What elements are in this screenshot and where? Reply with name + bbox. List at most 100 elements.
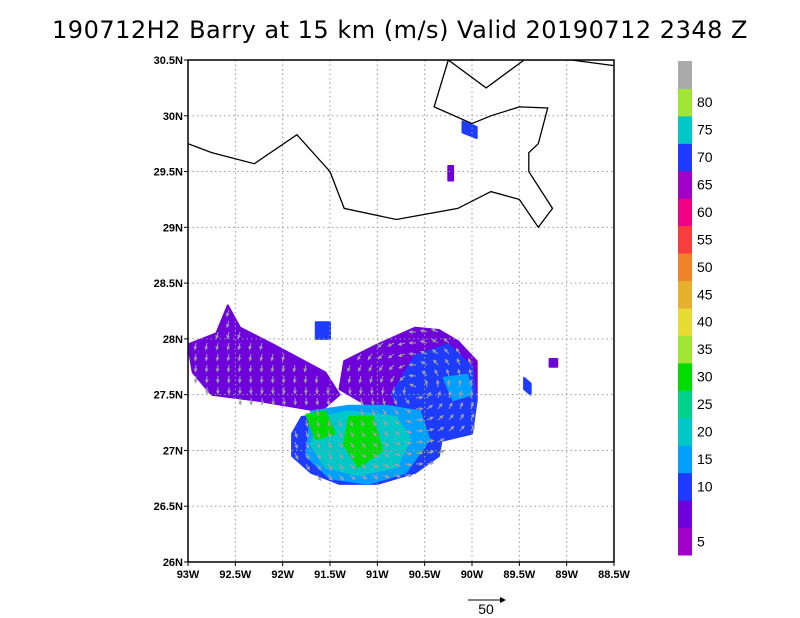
wind-vector: [437, 438, 445, 443]
wind-vector: [204, 364, 209, 373]
wind-vector: [292, 364, 297, 373]
x-tick-label: 91W: [366, 569, 389, 581]
wind-vector: [281, 375, 286, 384]
wind-vector: [327, 430, 332, 438]
x-tick-label: 90.5W: [409, 569, 441, 581]
wind-vector: [398, 364, 406, 369]
colorbar-segment: [678, 115, 692, 144]
wind-vector: [193, 364, 198, 373]
wind-vector: [390, 375, 395, 383]
wind-region: [314, 321, 331, 340]
colorbar-segment: [678, 280, 692, 309]
wind-vector: [426, 428, 435, 432]
wind-vector: [393, 408, 399, 415]
wind-vector: [338, 474, 345, 481]
wind-vector: [397, 353, 406, 358]
wind-vector: [294, 441, 299, 450]
wind-vector: [294, 430, 298, 439]
wind-vector: [404, 451, 413, 456]
wind-vector: [225, 309, 230, 318]
wind-vector: [435, 379, 440, 388]
colorbar-label: 10: [697, 478, 713, 494]
x-tick-label: 88.5W: [598, 569, 630, 581]
wind-vector: [404, 419, 412, 424]
wind-vector: [382, 430, 389, 437]
wind-vector: [303, 375, 308, 384]
wind-vector: [304, 397, 309, 406]
wind-vector: [421, 370, 428, 377]
wind-vector: [347, 375, 352, 384]
wind-vector: [259, 375, 264, 384]
wind-vector: [409, 383, 417, 388]
colorbar-label: 5: [697, 533, 705, 549]
wind-vector: [393, 474, 402, 478]
wind-vector: [415, 395, 424, 400]
wind-vector: [316, 474, 322, 482]
wind-vector: [426, 391, 432, 399]
colorbar-segment: [678, 143, 692, 172]
wind-vector: [215, 331, 220, 340]
wind-vector: [371, 452, 378, 458]
wind-vector: [382, 463, 390, 468]
wind-vector: [419, 340, 428, 344]
wind-vector: [382, 441, 390, 447]
wind-vector: [382, 474, 390, 479]
wind-vector: [315, 408, 320, 417]
wind-vector: [359, 397, 364, 406]
wind-vector: [349, 452, 355, 459]
wind-vector: [377, 342, 384, 348]
wind-vector: [226, 342, 231, 351]
wind-vector: [437, 449, 445, 454]
wind-vector: [226, 364, 231, 373]
wind-vector: [437, 426, 445, 432]
wind-vector: [338, 419, 343, 428]
reference-vector: 50: [468, 597, 506, 617]
wind-vector: [377, 353, 384, 360]
wind-vector: [237, 331, 241, 340]
wind-vector: [316, 430, 321, 439]
wind-vector: [369, 375, 374, 384]
colorbar-label: 40: [697, 314, 713, 330]
wind-vector: [444, 358, 450, 366]
colorbar-label: 20: [697, 424, 713, 440]
wind-vector: [204, 353, 209, 362]
wind-vector: [371, 463, 379, 469]
wind-vector: [349, 430, 354, 438]
wind-vector: [237, 342, 242, 351]
colorbar-label: 30: [697, 369, 713, 385]
wind-vector: [193, 353, 198, 362]
wind-vector: [432, 359, 439, 366]
wind-vector: [459, 402, 464, 410]
wind-vector: [399, 375, 406, 382]
wind-vector: [204, 342, 209, 351]
wind-vector: [448, 425, 455, 432]
wind-vector: [437, 402, 443, 410]
wind-vector: [226, 331, 231, 340]
wind-vector: [393, 397, 398, 406]
colorbar-label: 35: [697, 341, 713, 357]
wind-speed-fill: [188, 120, 559, 485]
wind-vector: [367, 353, 373, 361]
wind-vector: [404, 430, 413, 434]
wind-vector: [370, 397, 375, 406]
x-tick-label: 91.5W: [314, 569, 346, 581]
colorbar-segment: [678, 335, 692, 364]
colorbar-label: 75: [697, 122, 713, 138]
wind-vector: [237, 364, 242, 373]
wind-vector: [444, 348, 450, 355]
wind-vector: [458, 390, 463, 399]
wind-vector: [316, 463, 322, 471]
plot-title: 190712H2 Barry at 15 km (m/s) Valid 2019…: [52, 16, 748, 44]
wind-vectors: [193, 309, 476, 482]
wind-vector: [358, 375, 363, 384]
wind-vector: [292, 375, 297, 384]
wind-vector: [259, 364, 264, 373]
wind-vector: [270, 364, 275, 373]
wind-vector: [360, 430, 366, 438]
wind-vector: [459, 425, 465, 432]
wind-vector: [316, 452, 321, 460]
y-tick-label: 26N: [163, 557, 183, 569]
colorbar: 5 10 15 20 25 30 35 40 45 50 55 60 65 70 75 80: [678, 61, 713, 556]
plot-frame: [187, 59, 615, 563]
wind-vector: [387, 353, 395, 359]
